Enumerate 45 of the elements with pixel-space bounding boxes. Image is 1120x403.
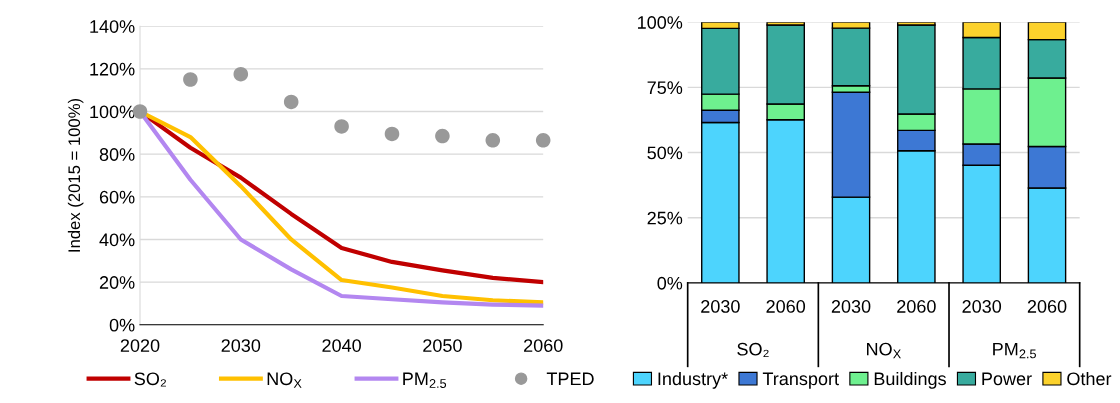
legend-label: Transport bbox=[762, 372, 839, 389]
y-tick-label: 100% bbox=[638, 16, 683, 29]
legend-label: PM$_{2.5}$ bbox=[403, 372, 447, 388]
x-tick-label: 2060 bbox=[766, 300, 806, 313]
x-tick-label: 2060 bbox=[1027, 300, 1067, 313]
y-tick-label: 0% bbox=[657, 276, 683, 290]
x-tick-label: 2030 bbox=[701, 300, 740, 313]
x-tick-label: 2060 bbox=[524, 339, 563, 352]
x-tick-label: 2040 bbox=[322, 339, 361, 352]
point bbox=[183, 72, 198, 87]
point bbox=[435, 128, 450, 144]
legend-label: Industry* bbox=[658, 371, 728, 389]
point bbox=[283, 94, 299, 110]
y-tick-label: 140% bbox=[90, 20, 135, 33]
y-tick-label: 50% bbox=[647, 146, 683, 160]
text: SO₂ bbox=[737, 342, 769, 357]
y-tick-label: 20% bbox=[99, 276, 135, 289]
text: PM$_{2.5}$ bbox=[993, 342, 1036, 359]
y-tick-label: 60% bbox=[99, 190, 135, 204]
legend-label: NO$_{X}$ bbox=[267, 372, 302, 388]
point bbox=[384, 126, 400, 142]
x-tick-label: 2030 bbox=[831, 300, 871, 313]
y-tick-label: 40% bbox=[99, 233, 135, 247]
point bbox=[233, 66, 249, 82]
legend-label: SO₂ bbox=[134, 372, 166, 387]
legend-label: Other bbox=[1067, 371, 1112, 386]
y-tick-label: 120% bbox=[90, 62, 135, 76]
text: NO$_{X}$ bbox=[867, 342, 901, 359]
point bbox=[535, 133, 551, 148]
x-tick-label: 2050 bbox=[423, 339, 462, 352]
legend-label: Power bbox=[982, 372, 1032, 386]
y-tick-label: 80% bbox=[99, 148, 135, 161]
y-axis-title: Index (2015 = 100%) bbox=[67, 98, 84, 252]
point bbox=[485, 133, 501, 148]
point bbox=[334, 119, 349, 134]
y-tick-label: 100% bbox=[90, 105, 135, 119]
legend-label: TPED bbox=[546, 372, 594, 386]
y-tick-label: 25% bbox=[647, 211, 683, 225]
x-tick-label: 2020 bbox=[120, 339, 160, 352]
x-tick-label: 2060 bbox=[897, 300, 936, 313]
y-tick-label: 75% bbox=[647, 81, 683, 95]
x-tick-label: 2030 bbox=[221, 339, 261, 352]
legend-label: Buildings bbox=[874, 371, 946, 389]
y-tick-label: 0% bbox=[109, 318, 135, 332]
x-tick-label: 2030 bbox=[962, 300, 1002, 313]
